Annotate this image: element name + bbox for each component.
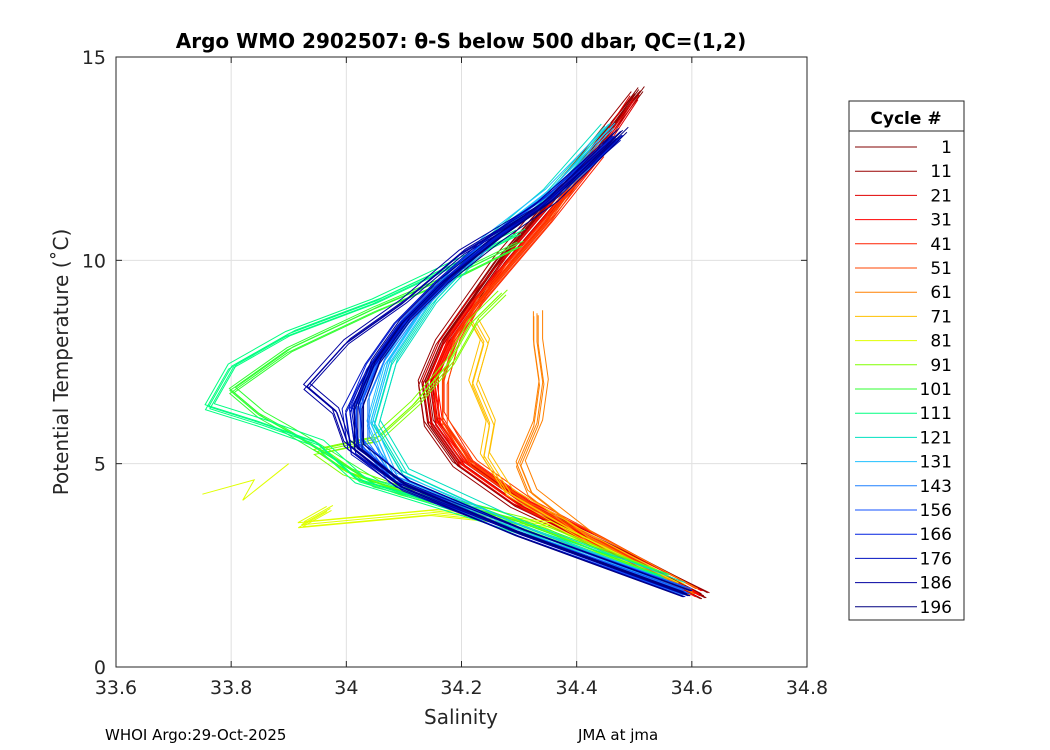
profile-line-cycle-61: [519, 313, 693, 593]
legend-label: 71: [930, 307, 952, 327]
profile-lines: [202, 86, 710, 600]
x-tick-label: 33.8: [210, 677, 252, 699]
footer-credit: JMA at jma: [578, 726, 659, 744]
profile-line-cycle-51: [441, 144, 691, 591]
x-axis-label: Salinity: [424, 705, 498, 729]
legend-label: 31: [930, 211, 952, 231]
profile-line-cycle-51: [446, 148, 696, 595]
legend-label: 121: [920, 428, 952, 448]
y-axis-label: Potential Temperature (˚C): [49, 229, 73, 496]
profile-line-cycle-121: [370, 123, 677, 585]
legend-label: 81: [930, 332, 952, 352]
y-tick-label: 15: [82, 47, 106, 69]
legend-label: 111: [920, 404, 952, 424]
legend: Cycle # 11121314151617181911011111211311…: [848, 100, 965, 621]
y-tick-label: 10: [82, 250, 106, 272]
profile-line-cycle-71: [468, 319, 677, 587]
x-tick-label: 33.6: [95, 677, 137, 699]
profile-line-cycle-81: [303, 504, 679, 584]
profile-line-cycle-176: [344, 140, 686, 598]
profile-line-cycle-121: [379, 122, 686, 584]
legend-label: 186: [920, 574, 952, 594]
grid: [116, 57, 807, 667]
legend-label: 11: [930, 162, 952, 182]
legend-label: 101: [920, 380, 952, 400]
profile-line-cycle-101: [229, 243, 662, 578]
y-tick-label: 5: [94, 454, 106, 476]
profile-line-cycle-121: [373, 128, 680, 590]
x-tick-label: 34.4: [556, 677, 598, 699]
x-tick-label: 34.6: [671, 677, 713, 699]
legend-label: 156: [920, 501, 952, 521]
legend-label: 61: [930, 283, 952, 303]
legend-label: 166: [920, 525, 952, 545]
chart-title: Argo WMO 2902507: θ-S below 500 dbar, QC…: [176, 29, 746, 53]
footer-source: WHOI Argo:29-Oct-2025: [105, 726, 287, 744]
legend-label: 91: [930, 356, 952, 376]
legend-label: 131: [920, 453, 952, 473]
profile-line-cycle-196: [353, 127, 683, 593]
legend-label: 143: [920, 477, 952, 497]
profile-line-cycle-21: [422, 95, 694, 593]
legend-title: Cycle #: [870, 109, 941, 129]
legend-label: 1: [941, 138, 952, 158]
legend-label: 51: [930, 259, 952, 279]
profile-line-cycle-196: [354, 132, 684, 598]
profile-line-cycle-61: [524, 310, 699, 590]
profile-line-cycle-186: [303, 136, 685, 598]
legend-box: [848, 100, 965, 621]
profile-line-cycle-101: [228, 241, 662, 576]
y-tick-label: 0: [94, 657, 106, 679]
profile-line-cycle-71: [477, 318, 686, 586]
profile-line-cycle-131: [372, 122, 685, 588]
profile-line-cycle-111: [209, 233, 665, 580]
profile-line-cycle-111: [204, 229, 661, 576]
profile-line-cycle-196: [357, 129, 687, 595]
profile-line-cycle-121: [378, 127, 685, 589]
profile-line-cycle-81: [202, 463, 290, 501]
profile-line-cycle-111: [204, 234, 661, 581]
profile-line-cycle-91: [321, 289, 669, 575]
legend-label: 176: [920, 549, 952, 569]
profile-line-cycle-51: [442, 149, 691, 596]
legend-label: 21: [930, 186, 952, 206]
axis-ticks: 33.6 33.8 34 34.2 34.4 34.6 34.8 0 5 10 15: [82, 47, 828, 699]
x-tick-label: 34: [334, 677, 358, 699]
profile-line-cycle-71: [471, 324, 680, 592]
profile-line-cycle-101: [234, 240, 668, 575]
profile-line-cycle-101: [233, 245, 667, 580]
x-tick-label: 34.2: [440, 677, 482, 699]
legend-label: 196: [920, 598, 952, 618]
x-tick-label: 34.8: [786, 677, 828, 699]
profile-line-cycle-176: [341, 135, 683, 593]
legend-label: 41: [930, 235, 952, 255]
